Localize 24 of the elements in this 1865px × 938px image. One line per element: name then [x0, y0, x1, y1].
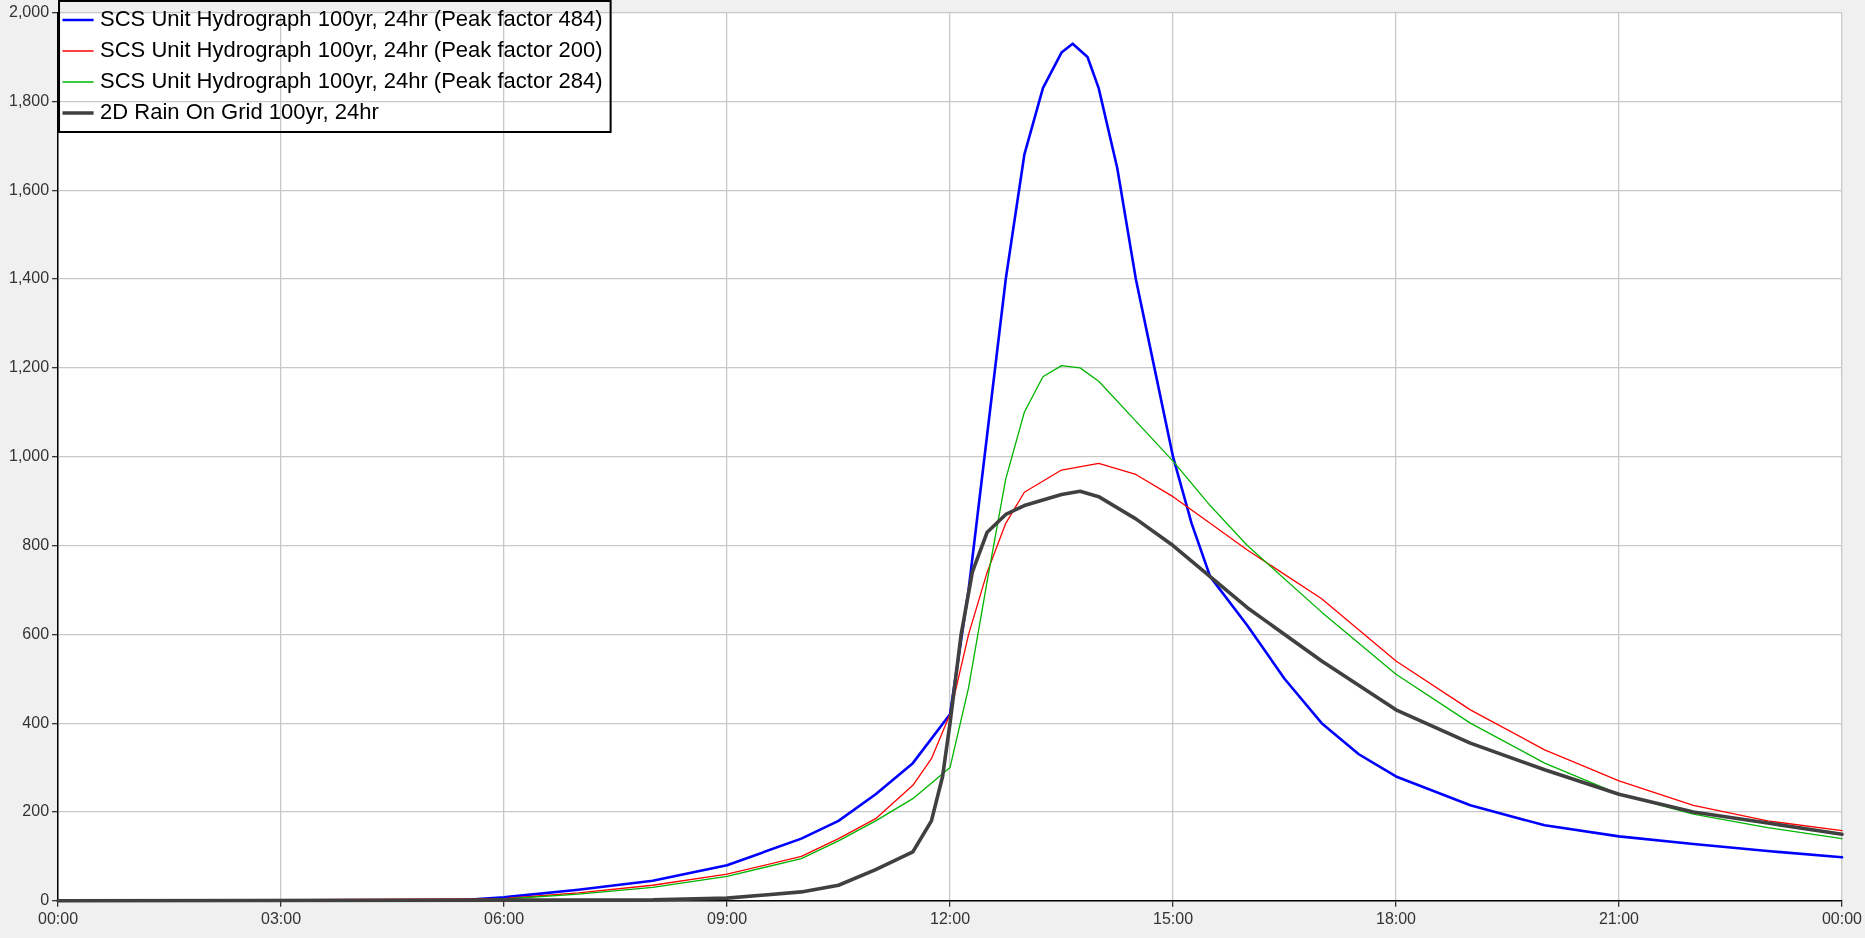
x-tick-label: 12:00	[929, 909, 971, 927]
x-tick-label: 09:00	[706, 909, 748, 927]
legend-label: SCS Unit Hydrograph 100yr, 24hr (Peak factor 284)	[100, 68, 603, 94]
legend-label: 2D Rain On Grid 100yr, 24hr	[100, 99, 379, 125]
x-tick-label: 18:00	[1375, 909, 1417, 927]
y-tick-label: 0	[40, 891, 50, 909]
legend-label: SCS Unit Hydrograph 100yr, 24hr (Peak factor 200)	[100, 37, 603, 63]
x-tick-label: 15:00	[1152, 909, 1194, 927]
y-tick-label: 1,600	[8, 180, 50, 198]
y-tick-label: 400	[22, 713, 50, 731]
y-tick-label: 1,400	[8, 269, 50, 287]
y-tick-label: 200	[22, 802, 50, 820]
x-tick-label: 03:00	[261, 909, 302, 927]
legend-label: SCS Unit Hydrograph 100yr, 24hr (Peak factor 484)	[100, 6, 603, 32]
x-tick-label: 00:00	[1821, 909, 1863, 927]
y-tick-label: 1,000	[8, 447, 50, 465]
y-tick-label: 600	[22, 624, 50, 642]
x-tick-label: 06:00	[484, 909, 525, 927]
y-tick-label: 1,200	[8, 358, 50, 376]
y-tick-label: 1,800	[8, 91, 50, 109]
x-tick-label: 21:00	[1598, 909, 1640, 927]
y-tick-label: 800	[22, 535, 50, 553]
x-tick-label: 00:00	[38, 909, 79, 927]
y-tick-label: 2,000	[8, 3, 50, 21]
